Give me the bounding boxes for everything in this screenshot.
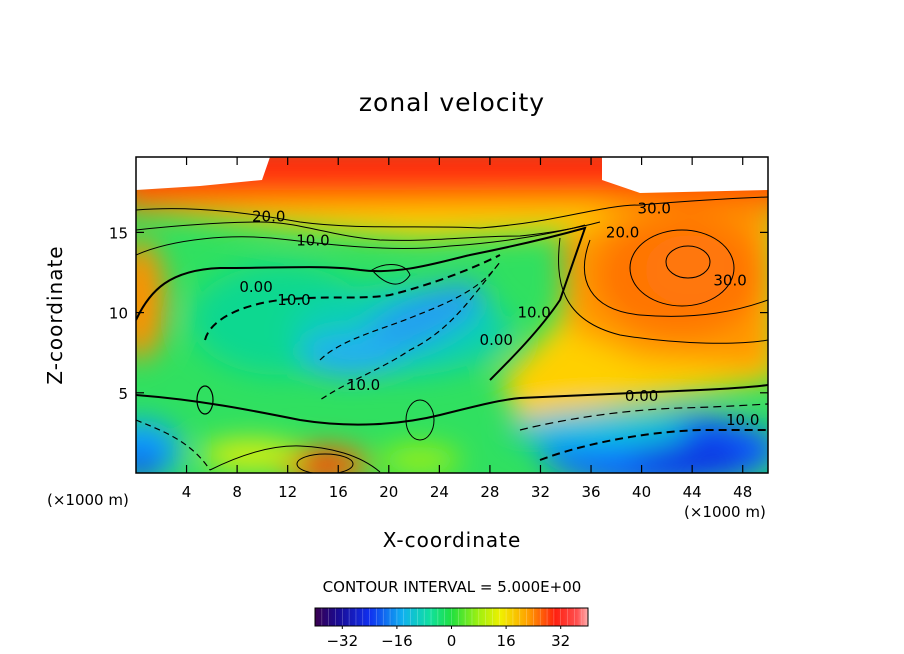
colorbar-tick-label: 32 [551, 632, 570, 650]
contour-0-main [136, 226, 587, 381]
contour-20-right [583, 239, 768, 317]
y-axis-ticks: 5 10 15 [109, 224, 768, 403]
contour-10-right [558, 237, 768, 344]
x-tick-label: 24 [430, 483, 449, 501]
contour-label: 10.0 [296, 231, 329, 249]
plot-frame [135, 156, 769, 474]
x-axis-label: X-coordinate [382, 528, 522, 552]
x-tick-label: 48 [733, 483, 752, 501]
contour-label: 10.0 [726, 411, 759, 429]
y-tick-label: 15 [109, 224, 128, 242]
contour-small-top-loop [371, 264, 411, 285]
contour-left-loop [196, 385, 214, 415]
contour-label: 0.00 [625, 387, 658, 405]
colorbar: −32 −16 0 16 32 [314, 607, 589, 650]
x-tick-label: 4 [182, 483, 192, 501]
contour-10-top [136, 224, 586, 256]
contour-label: 10.0 [277, 291, 310, 309]
x-unit-label-right: (×1000 m) [684, 503, 766, 521]
x-tick-label: 8 [232, 483, 242, 501]
colorbar-tick-label: 0 [447, 632, 457, 650]
contour-surface-20 [209, 445, 381, 473]
colorbar-tick-label: −32 [326, 632, 358, 650]
contour-0-lower [136, 384, 768, 426]
contour-label: 30.0 [713, 272, 746, 290]
contour-label: 10.0 [347, 376, 380, 394]
x-tick-label: 40 [632, 483, 651, 501]
colorbar-ticks: −32 −16 0 16 32 [326, 626, 570, 650]
contour-label: 30.0 [638, 199, 671, 217]
contour-neg20-lower [539, 428, 768, 461]
contour-neg-left [136, 419, 211, 471]
colorbar-gradient [315, 608, 588, 626]
contour-small-loop [405, 399, 435, 441]
contour-label: 0.00 [239, 278, 272, 296]
x-tick-label: 12 [278, 483, 297, 501]
colorbar-tick-label: −16 [381, 632, 413, 650]
contour-lines [136, 196, 768, 473]
x-tick-label: 16 [329, 483, 348, 501]
contour-30-top [136, 196, 768, 229]
contour-label: 20.0 [252, 207, 285, 225]
chart-title: zonal velocity [358, 88, 546, 117]
contour-20-top [136, 221, 601, 241]
x-tick-label: 44 [683, 483, 702, 501]
contour-35-right [665, 245, 711, 279]
contour-30-right [629, 229, 735, 307]
y-tick-label: 10 [109, 305, 128, 323]
x-tick-label: 36 [581, 483, 600, 501]
field-fill [136, 157, 768, 473]
colorbar-stripes [314, 608, 589, 626]
contour-interval-text: CONTOUR INTERVAL = 5.000E+00 [322, 578, 582, 596]
y-tick-label: 5 [118, 385, 128, 403]
contour-label: 20.0 [606, 223, 639, 241]
x-tick-label: 32 [531, 483, 550, 501]
contour-label: 0.00 [480, 331, 513, 349]
x-tick-label: 28 [480, 483, 499, 501]
contour-label: 10.0 [517, 304, 550, 322]
x-tick-label: 20 [379, 483, 398, 501]
contour-neg5 [319, 261, 501, 401]
x-unit-label-left: (×1000 m) [47, 491, 129, 509]
contour-surface-30 [296, 453, 354, 473]
colorbar-tick-label: 16 [497, 632, 516, 650]
contour-neg10-lower [519, 403, 768, 431]
contour-neg10 [204, 254, 501, 341]
contour-labels: 20.010.00.0010.010.00.0010.020.030.030.0… [239, 199, 759, 429]
x-axis-ticks: 4 8 12 16 20 24 28 32 36 40 44 48 [182, 157, 752, 501]
